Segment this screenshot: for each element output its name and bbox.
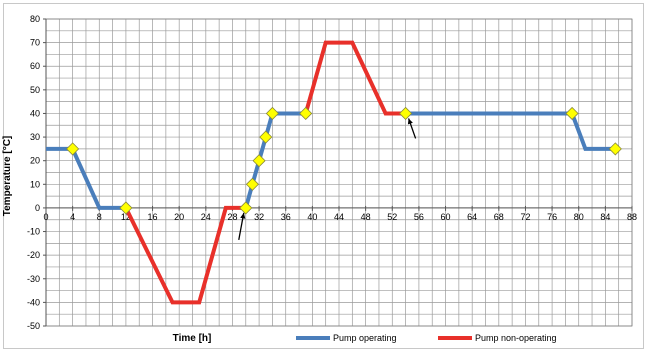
chart-frame: [3, 3, 644, 349]
data-point-marker: [252, 154, 266, 168]
y-tick-label: 0: [35, 203, 40, 213]
y-tick-label: 10: [30, 179, 40, 189]
x-tick-label: 20: [174, 212, 184, 222]
x-tick-label: 84: [600, 212, 610, 222]
data-point-marker: [245, 177, 259, 191]
x-tick-label: 16: [148, 212, 158, 222]
y-tick-label: -20: [27, 250, 40, 260]
y-tick-label: -40: [27, 297, 40, 307]
data-point-marker: [119, 201, 133, 215]
x-tick-label: 68: [494, 212, 504, 222]
data-point-marker: [399, 106, 413, 121]
y-tick-label: -30: [27, 274, 40, 284]
x-tick-label: 52: [387, 212, 397, 222]
data-point-marker: [239, 201, 253, 215]
y-tick-label: 60: [30, 61, 40, 71]
x-tick-label: 12: [121, 212, 131, 222]
legend: Pump operating Pump non-operating: [296, 333, 557, 343]
x-tick-label: 24: [201, 212, 211, 222]
series-line-pump-non-operating: [303, 40, 406, 116]
series-line-pump-operating: [405, 111, 616, 151]
x-tick-label: 76: [547, 212, 557, 222]
y-tick-label: 20: [30, 156, 40, 166]
x-tick-label: 36: [281, 212, 291, 222]
annotation-layer: [238, 118, 417, 241]
annotation-arrowhead: [407, 118, 413, 125]
x-tick-label: 48: [361, 212, 371, 222]
legend-label: Pump non-operating: [475, 333, 557, 343]
series-line-pump-non-operating: [124, 205, 246, 305]
x-tick-label: 72: [520, 212, 530, 222]
series-layer: [46, 40, 616, 305]
x-tick-label: 88: [627, 212, 637, 222]
x-tick-label: 8: [97, 212, 102, 222]
x-tick-label: 32: [254, 212, 264, 222]
x-tick-label: 28: [227, 212, 237, 222]
y-tick-label: -50: [27, 321, 40, 331]
y-tick-label: 80: [30, 14, 40, 24]
y-tick-label: 30: [30, 132, 40, 142]
x-tick-label: 40: [307, 212, 317, 222]
data-point-marker: [565, 106, 579, 121]
series-line-pump-operating: [46, 146, 126, 210]
x-axis-label: Time [h]: [173, 333, 212, 344]
x-tick-label: 80: [574, 212, 584, 222]
y-tick-label: 40: [30, 108, 40, 118]
y-tick-label: 70: [30, 38, 40, 48]
x-tick-label: 56: [414, 212, 424, 222]
marker-layer: [66, 106, 622, 215]
x-tick-label: 60: [441, 212, 451, 222]
data-point-marker: [608, 142, 622, 156]
data-point-marker: [259, 130, 273, 144]
annotation-arrowhead: [240, 212, 246, 219]
y-axis-label: Temperature [°C]: [2, 136, 13, 217]
y-tick-label: 50: [30, 85, 40, 95]
data-point-marker: [299, 106, 313, 121]
axis-layer: 0 4 8 12 16 20 24 28 32 36 40 44 48 52 56 60 64 68 72 76 80 8…: [27, 14, 637, 331]
x-tick-label: 64: [467, 212, 477, 222]
x-tick-label: 44: [334, 212, 344, 222]
x-tick-label: 4: [70, 212, 75, 222]
data-point-marker: [66, 142, 80, 156]
y-tick-label: -10: [27, 227, 40, 237]
data-point-marker: [265, 106, 279, 121]
x-tick-label: 0: [43, 212, 48, 222]
legend-label: Pump operating: [333, 333, 397, 343]
